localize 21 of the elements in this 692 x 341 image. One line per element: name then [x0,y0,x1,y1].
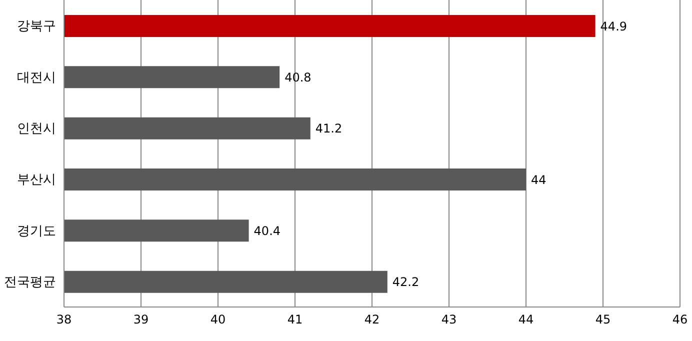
x-tick-label: 41 [287,312,303,327]
x-tick-label: 43 [441,312,457,327]
data-label: 44.9 [600,19,628,34]
y-tick-label: 강북구 [17,19,56,34]
data-label: 42.2 [392,275,420,290]
data-label: 41.2 [315,122,342,136]
y-tick-label: 경기도 [17,224,56,239]
x-tick-label: 42 [364,312,380,327]
data-label: 40.8 [284,70,312,84]
y-tick-label: 부산시 [17,172,56,188]
data-label: 44 [531,172,546,187]
x-tick-label: 46 [672,312,688,327]
y-tick-label: 전국평균 [4,275,56,290]
x-tick-label: 38 [56,312,72,327]
y-tick-label: 대전시 [17,70,56,86]
x-tick-label: 40 [210,312,226,327]
y-tick-label: 인천시 [17,122,56,137]
x-tick-label: 45 [595,312,611,327]
x-tick-label: 39 [133,312,149,327]
data-label: 40.4 [254,224,281,238]
x-tick-label: 44 [518,312,534,327]
